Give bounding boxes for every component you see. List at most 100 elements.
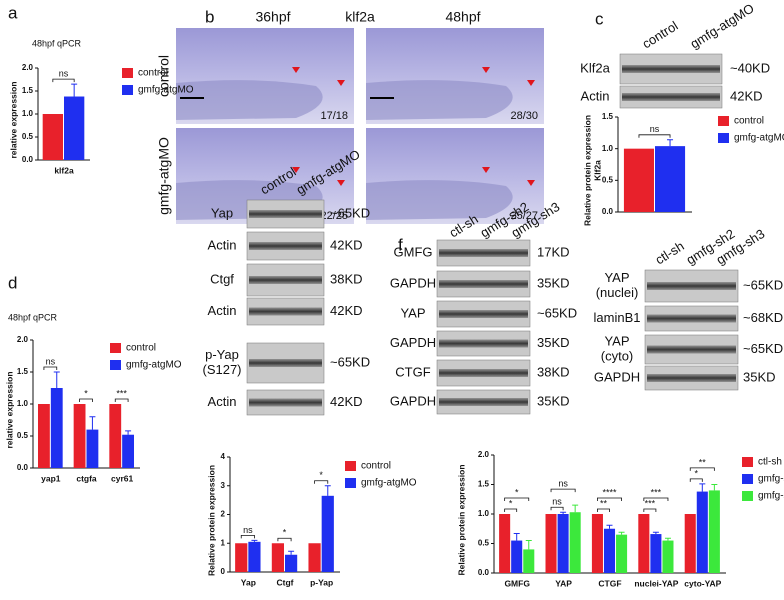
- legend-label: gmfg-atgMO: [734, 133, 784, 144]
- blot-size-label: 35KD: [537, 393, 570, 408]
- panel-label: f: [398, 235, 403, 254]
- error-bar: [525, 540, 532, 550]
- bar: [64, 96, 85, 160]
- blot-protein-label: Actin: [208, 303, 237, 318]
- legend-swatch: [110, 360, 121, 370]
- bar: [285, 554, 298, 572]
- row-label: gmfg-atgMO: [156, 137, 172, 215]
- panel-label: a: [8, 3, 18, 22]
- significance-bracket: [277, 537, 292, 542]
- bar: [235, 543, 248, 572]
- arrowhead: [337, 180, 345, 186]
- bar: [50, 388, 63, 468]
- legend-label: control: [126, 343, 156, 354]
- bar: [499, 514, 511, 573]
- y-tick-label: 0.5: [478, 539, 490, 548]
- x-tick-label: CTGF: [598, 578, 621, 588]
- blot-size-label: 17KD: [537, 244, 570, 259]
- bar: [42, 114, 63, 160]
- blot-size-label: 42KD: [730, 88, 763, 103]
- blot-protein-label: Klf2a: [580, 60, 610, 75]
- legend-label: ctl-sh: [758, 457, 782, 468]
- blot-protein-label: Yap: [211, 205, 233, 220]
- blot-band: [647, 282, 736, 290]
- legend-swatch: [122, 85, 133, 95]
- blot-size-label: 35KD: [743, 369, 776, 384]
- blot-size-label: 42KD: [330, 303, 363, 318]
- legend-swatch: [742, 474, 753, 484]
- error-bar: [71, 83, 78, 97]
- row-label: control: [156, 55, 172, 97]
- x-tick-label: nuclei-YAP: [634, 578, 678, 588]
- error-bar: [711, 484, 718, 491]
- significance-label: ***: [116, 388, 127, 398]
- legend-swatch: [110, 343, 121, 353]
- bar: [321, 495, 334, 572]
- significance-bracket: [52, 78, 75, 83]
- x-tick-label: Yap: [241, 577, 256, 587]
- error-bar: [618, 531, 625, 535]
- legend-swatch: [718, 116, 729, 126]
- y-tick-label: 1: [221, 538, 226, 547]
- blot-band: [439, 369, 528, 377]
- blot-column-label: ctl-sh: [652, 238, 686, 267]
- column-label: 36hpf: [255, 9, 290, 25]
- x-tick-label: Ctgf: [277, 577, 294, 587]
- blot-size-label: 38KD: [330, 271, 363, 286]
- arrowhead: [527, 180, 535, 186]
- error-bar: [251, 539, 258, 542]
- error-bar: [667, 139, 674, 147]
- significance-bracket: [504, 497, 530, 501]
- bar: [638, 514, 650, 573]
- blot-band: [439, 249, 528, 257]
- legend-label: gmfg-atgMO: [126, 360, 182, 371]
- panel-label: d: [8, 273, 17, 292]
- blot-size-label: 35KD: [537, 335, 570, 350]
- legend-swatch: [345, 478, 356, 488]
- significance-label: **: [600, 498, 608, 508]
- significance-label: *: [319, 470, 323, 480]
- significance-bracket: [689, 478, 703, 482]
- blot-protein-label: YAP: [604, 270, 629, 285]
- legend-swatch: [122, 68, 133, 78]
- significance-bracket: [597, 508, 610, 512]
- embryo-yolk: [366, 80, 513, 120]
- panel-title: klf2a: [345, 9, 375, 25]
- bar: [616, 534, 628, 573]
- embryo-ratio: 22/25: [320, 210, 348, 222]
- significance-bracket: [504, 508, 518, 512]
- y-axis-label: Relative protein expression: [582, 115, 592, 226]
- y-tick-label: 0.5: [602, 175, 614, 184]
- error-bar: [606, 524, 613, 529]
- significance-label: ns: [558, 479, 568, 489]
- y-tick-label: 1.5: [22, 86, 34, 95]
- significance-label: ns: [552, 497, 562, 507]
- significance-bracket: [240, 534, 255, 539]
- error-bar: [699, 483, 706, 492]
- legend-swatch: [742, 491, 753, 501]
- significance-label: *: [695, 468, 699, 478]
- blot-band: [249, 398, 322, 407]
- arrowhead: [337, 80, 345, 86]
- legend-label: control: [734, 116, 764, 127]
- significance-label: **: [699, 457, 707, 467]
- arrowhead: [292, 167, 300, 173]
- bar: [603, 528, 616, 573]
- blot-protein-label: laminB1: [594, 310, 641, 325]
- blot-size-label: 38KD: [537, 364, 570, 379]
- y-tick-label: 0.5: [17, 431, 29, 440]
- blot-protein-label: GMFG: [394, 244, 433, 259]
- blot-column-label: gmfg-atgMO: [687, 0, 756, 51]
- y-axis-label: Klf2a: [592, 160, 602, 181]
- blot-band: [647, 374, 736, 382]
- x-tick-label: YAP: [555, 578, 572, 588]
- blot-band: [249, 307, 322, 316]
- y-tick-label: 0.5: [22, 132, 34, 141]
- significance-bracket: [314, 480, 329, 484]
- significance-bracket: [638, 134, 671, 138]
- x-tick-label: klf2a: [54, 165, 74, 175]
- blot-protein-label: YAP: [400, 305, 425, 320]
- bar: [86, 429, 99, 468]
- panel-label: c: [595, 9, 604, 28]
